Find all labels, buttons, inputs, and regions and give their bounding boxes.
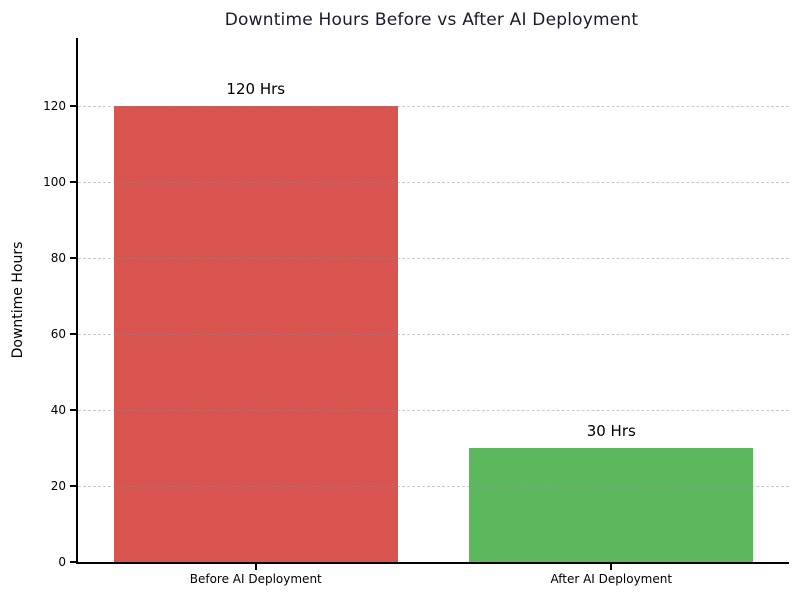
gridline (78, 334, 789, 336)
bar (113, 106, 398, 562)
y-tick-mark (70, 561, 76, 563)
y-tick-label: 120 (43, 99, 66, 114)
y-tick-mark (70, 105, 76, 108)
x-tick-mark (610, 564, 613, 570)
bar (469, 448, 754, 562)
x-tick-mark (254, 564, 257, 570)
y-tick-label: 20 (50, 479, 66, 494)
gridline (78, 486, 789, 488)
gridline (78, 182, 789, 184)
y-tick-mark (70, 257, 76, 260)
y-tick-mark (70, 485, 76, 488)
y-tick-mark (70, 409, 76, 412)
chart-title: Downtime Hours Before vs After AI Deploy… (224, 10, 639, 30)
plot-area: 120 Hrs Before AI Deployment 30 Hrs After A… (43, 38, 789, 586)
y-axis-label: Downtime Hours (10, 241, 26, 359)
y-tick-label: 0 (58, 555, 66, 569)
gridline (78, 106, 789, 108)
x-tick-label: Before AI Deployment (189, 572, 322, 586)
y-tick-mark (70, 181, 76, 184)
gridline (78, 410, 789, 412)
bar-value-label: 30 Hrs (586, 422, 636, 441)
gridline (78, 258, 789, 260)
y-tick-label: 60 (50, 327, 66, 342)
y-tick-label: 100 (43, 175, 66, 190)
x-tick-label: After AI Deployment (550, 572, 673, 586)
y-tick-label: 40 (50, 403, 66, 418)
y-tick-mark (70, 333, 76, 336)
y-tick-label: 80 (50, 251, 66, 266)
bar-value-label: 120 Hrs (226, 80, 286, 99)
